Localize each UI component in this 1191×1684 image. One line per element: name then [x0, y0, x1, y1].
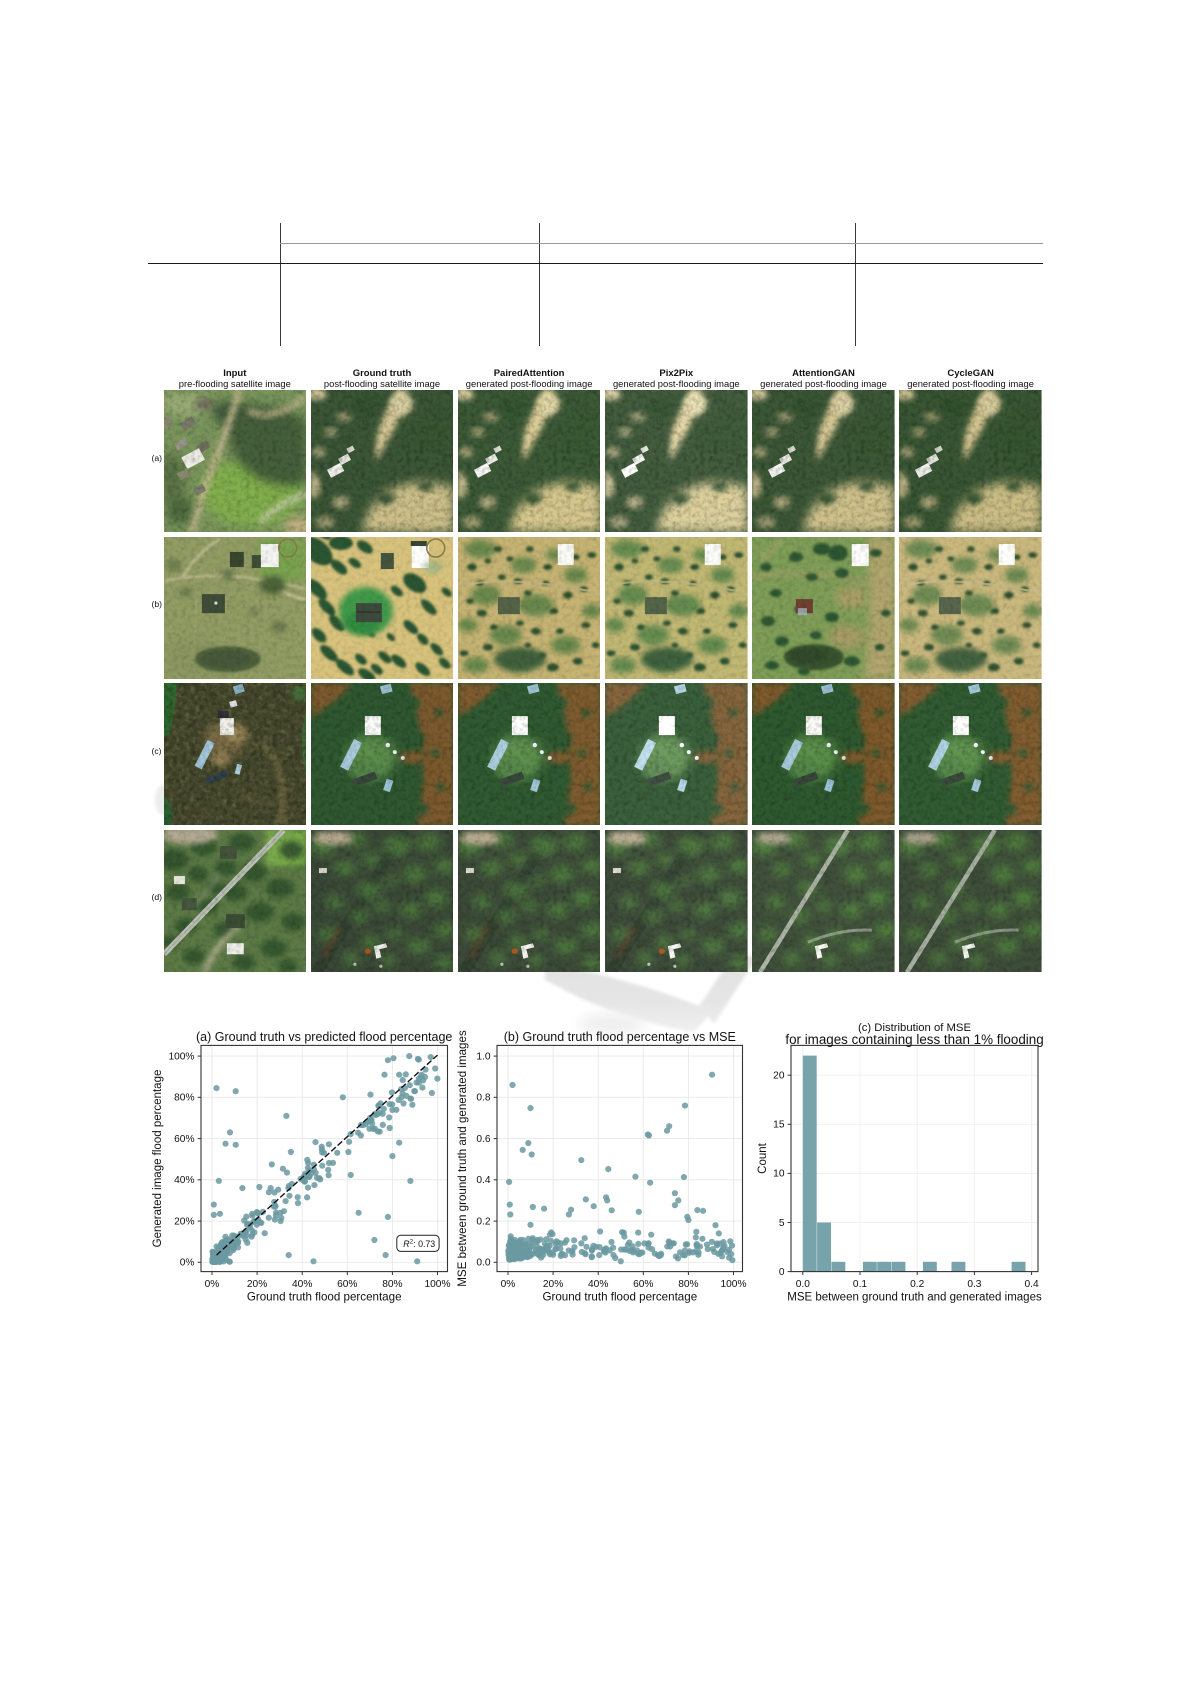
svg-text:20%: 20% [174, 1216, 194, 1227]
svg-text:0.1: 0.1 [853, 1279, 867, 1290]
svg-text:0.0: 0.0 [476, 1258, 490, 1269]
svg-text:Ground truth flood percentage: Ground truth flood percentage [542, 1291, 697, 1304]
svg-text:0%: 0% [205, 1279, 220, 1290]
svg-text:100%: 100% [720, 1279, 746, 1290]
svg-text:: 0.73: : 0.73 [413, 1239, 435, 1249]
svg-text:10: 10 [773, 1169, 785, 1180]
svg-text:(c) Distribution of MSE: (c) Distribution of MSE [858, 1022, 971, 1034]
svg-text:60%: 60% [633, 1279, 653, 1290]
svg-text:20%: 20% [543, 1279, 563, 1290]
svg-text:40%: 40% [174, 1175, 194, 1186]
svg-text:R: R [403, 1239, 410, 1249]
svg-text:80%: 80% [678, 1279, 698, 1290]
svg-text:100%: 100% [424, 1279, 450, 1290]
svg-text:0.8: 0.8 [476, 1093, 490, 1104]
svg-text:Count: Count [757, 1142, 769, 1173]
svg-text:80%: 80% [174, 1093, 194, 1104]
svg-text:40%: 40% [588, 1279, 608, 1290]
svg-text:100%: 100% [168, 1051, 194, 1062]
svg-text:0.6: 0.6 [476, 1134, 490, 1145]
svg-text:60%: 60% [174, 1134, 194, 1145]
svg-text:(b) Ground truth flood percent: (b) Ground truth flood percentage vs MSE [504, 1030, 736, 1044]
svg-text:(a) Ground truth vs predicted: (a) Ground truth vs predicted flood perc… [196, 1030, 452, 1044]
svg-text:0.2: 0.2 [910, 1279, 924, 1290]
svg-text:40%: 40% [292, 1279, 312, 1290]
svg-text:80%: 80% [382, 1279, 402, 1290]
svg-text:0.4: 0.4 [1025, 1279, 1039, 1290]
svg-text:60%: 60% [337, 1279, 357, 1290]
svg-text:1.0: 1.0 [476, 1051, 490, 1062]
svg-text:0: 0 [779, 1267, 785, 1278]
svg-text:0.3: 0.3 [967, 1279, 981, 1290]
svg-text:0%: 0% [501, 1279, 516, 1290]
svg-text:5: 5 [779, 1218, 785, 1229]
svg-text:MSE between ground truth and g: MSE between ground truth and generated i… [456, 1030, 469, 1287]
svg-text:Generated image flood percenta: Generated image flood percentage [152, 1070, 164, 1248]
svg-text:0.0: 0.0 [796, 1279, 810, 1290]
svg-text:for images containing less tha: for images containing less than 1% flood… [785, 1032, 1043, 1047]
svg-text:0.2: 0.2 [476, 1216, 490, 1227]
svg-text:15: 15 [773, 1120, 785, 1131]
svg-text:20%: 20% [247, 1279, 267, 1290]
svg-text:0.4: 0.4 [476, 1175, 490, 1186]
svg-text:0%: 0% [180, 1258, 195, 1269]
svg-text:2: 2 [410, 1240, 414, 1246]
svg-text:Ground truth flood percentage: Ground truth flood percentage [247, 1291, 402, 1304]
svg-text:20: 20 [773, 1071, 785, 1082]
svg-text:MSE between ground truth and g: MSE between ground truth and generated i… [787, 1292, 1042, 1304]
